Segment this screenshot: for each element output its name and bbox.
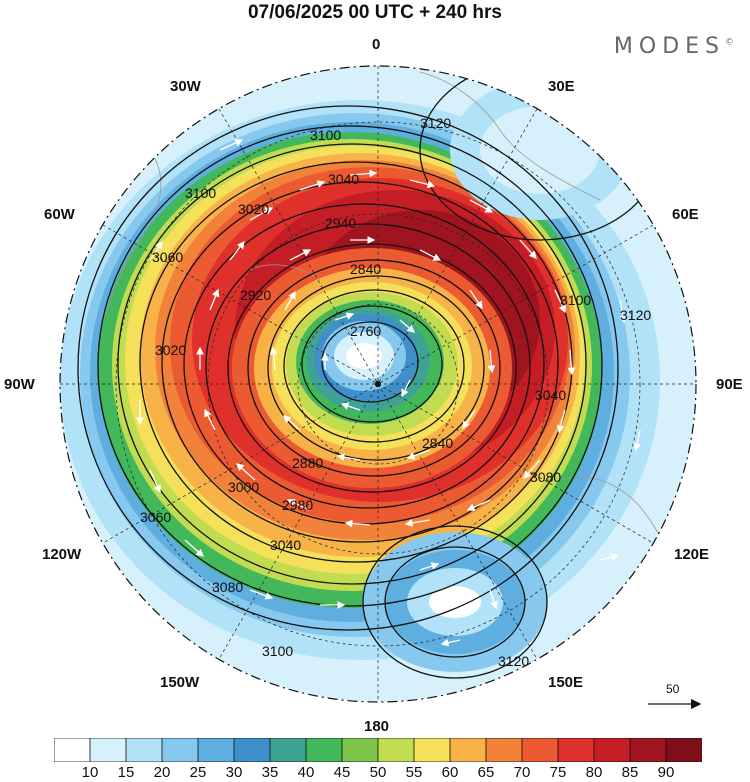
contour-label: 3100 bbox=[262, 643, 293, 659]
colorbar-swatch bbox=[89, 738, 127, 762]
contour-label: 3120 bbox=[620, 307, 651, 323]
longitude-label-30e: 30E bbox=[548, 78, 575, 95]
colorbar-tick-label: 90 bbox=[657, 764, 675, 781]
contour-label: 3040 bbox=[328, 171, 359, 187]
contour-label-group: 2760 2840 2840 2880 2920 2940 2980 3000 … bbox=[140, 115, 651, 669]
contour-label: 3060 bbox=[152, 249, 183, 265]
colorbar-tick-label: 60 bbox=[441, 764, 459, 781]
colorbar-swatch bbox=[377, 738, 415, 762]
logo-mark: © bbox=[725, 37, 734, 48]
colorbar-tick-label: 85 bbox=[621, 764, 639, 781]
longitude-label-60e: 60E bbox=[672, 206, 699, 223]
colorbar-swatch bbox=[197, 738, 235, 762]
contour-label: 3080 bbox=[212, 579, 243, 595]
colorbar-tick-label: 35 bbox=[261, 764, 279, 781]
colorbar-tick-label: 70 bbox=[513, 764, 531, 781]
contour-label: 2840 bbox=[350, 261, 381, 277]
colorbar-swatch bbox=[161, 738, 199, 762]
contour-label: 3040 bbox=[535, 387, 566, 403]
colorbar-tick-label: 10 bbox=[81, 764, 99, 781]
colorbar-swatch bbox=[125, 738, 163, 762]
map-title: 07/06/2025 00 UTC + 240 hrs bbox=[247, 2, 503, 23]
contour-label: 3040 bbox=[270, 537, 301, 553]
contour-label: 3100 bbox=[560, 292, 591, 308]
longitude-label-60w: 60W bbox=[44, 206, 75, 223]
colorbar-swatch bbox=[341, 738, 379, 762]
colorbar-swatch bbox=[521, 738, 559, 762]
colorbar-tick-label: 40 bbox=[297, 764, 315, 781]
colorbar-swatch bbox=[54, 738, 91, 762]
logo-text: MODES bbox=[613, 34, 725, 59]
colorbar-tick-label: 25 bbox=[189, 764, 207, 781]
longitude-label-180: 180 bbox=[364, 718, 390, 735]
colorbar-tick-label: 50 bbox=[369, 764, 387, 781]
longitude-label-120w: 120W bbox=[42, 546, 82, 563]
contour-label: 3060 bbox=[140, 509, 171, 525]
contour-label: 3120 bbox=[420, 115, 451, 131]
contour-label: 2940 bbox=[325, 215, 356, 231]
longitude-label-150e: 150E bbox=[548, 674, 584, 691]
contour-label: 3020 bbox=[238, 201, 269, 217]
contour-label: 3080 bbox=[530, 469, 561, 485]
colorbar-swatch bbox=[233, 738, 271, 762]
longitude-label-90e: 90E bbox=[716, 376, 743, 393]
colorbar-swatch bbox=[269, 738, 307, 762]
contour-label: 2980 bbox=[282, 497, 313, 513]
contour-label: 2920 bbox=[240, 287, 271, 303]
colorbar-swatch bbox=[485, 738, 523, 762]
contour-label: 2760 bbox=[350, 323, 381, 339]
colorbar-swatch bbox=[665, 738, 702, 762]
longitude-label-0: 0 bbox=[372, 36, 381, 53]
colorbar-tick-label: 55 bbox=[405, 764, 423, 781]
longitude-label-120e: 120E bbox=[674, 546, 710, 563]
colorbar-tick-label: 15 bbox=[117, 764, 135, 781]
colorbar-swatch bbox=[413, 738, 451, 762]
contour-label: 3100 bbox=[310, 127, 341, 143]
map-boundary bbox=[59, 65, 697, 703]
wind-scale-label: 50 bbox=[666, 682, 680, 696]
contour-label: 3020 bbox=[155, 342, 186, 358]
longitude-label-30w: 30W bbox=[170, 78, 201, 95]
colorbar-swatch bbox=[449, 738, 487, 762]
colorbar-tick-label: 75 bbox=[549, 764, 567, 781]
colorbar-tick-label: 20 bbox=[153, 764, 171, 781]
longitude-label-150w: 150W bbox=[160, 674, 200, 691]
contour-label: 3120 bbox=[498, 653, 529, 669]
wind-vectors bbox=[136, 139, 642, 647]
colorbar-swatch bbox=[557, 738, 595, 762]
contour-label: 2880 bbox=[292, 455, 323, 471]
north-pole-marker bbox=[375, 381, 381, 387]
contour-label: 3100 bbox=[185, 185, 216, 201]
colorbar-tick-label: 65 bbox=[477, 764, 495, 781]
colorbar-tick-label: 80 bbox=[585, 764, 603, 781]
contour-label: 3000 bbox=[228, 479, 259, 495]
colorbar bbox=[54, 738, 702, 762]
colorbar-tick-label: 45 bbox=[333, 764, 351, 781]
longitude-label-90w: 90W bbox=[4, 376, 35, 393]
colorbar-swatch bbox=[629, 738, 667, 762]
modes-logo: MODES© bbox=[614, 34, 734, 59]
contour-label: 2840 bbox=[422, 435, 453, 451]
colorbar-swatch bbox=[305, 738, 343, 762]
colorbar-swatch bbox=[593, 738, 631, 762]
colorbar-tick-label: 30 bbox=[225, 764, 243, 781]
